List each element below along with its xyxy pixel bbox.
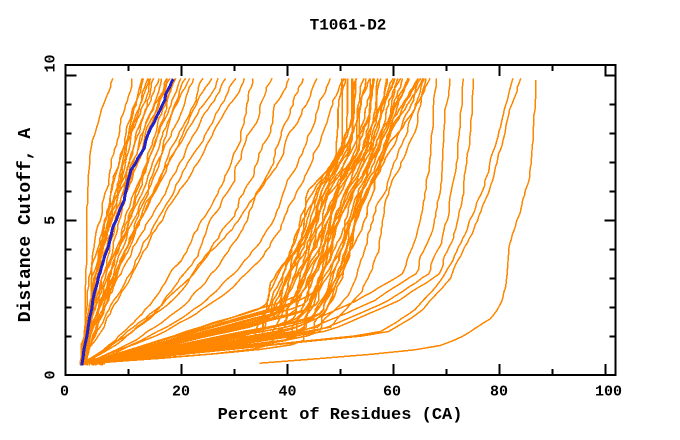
svg-text:0: 0 bbox=[43, 370, 60, 379]
svg-text:40: 40 bbox=[278, 384, 296, 401]
svg-text:5: 5 bbox=[43, 216, 60, 225]
svg-text:10: 10 bbox=[43, 54, 60, 72]
svg-text:20: 20 bbox=[172, 384, 190, 401]
svg-text:100: 100 bbox=[595, 384, 622, 401]
svg-text:60: 60 bbox=[383, 384, 401, 401]
svg-text:Distance Cutoff, A: Distance Cutoff, A bbox=[16, 128, 36, 323]
svg-text:0: 0 bbox=[60, 384, 69, 401]
svg-text:T1061-D2: T1061-D2 bbox=[310, 17, 387, 35]
svg-text:Percent of Residues (CA): Percent of Residues (CA) bbox=[218, 406, 463, 425]
svg-text:80: 80 bbox=[490, 384, 508, 401]
